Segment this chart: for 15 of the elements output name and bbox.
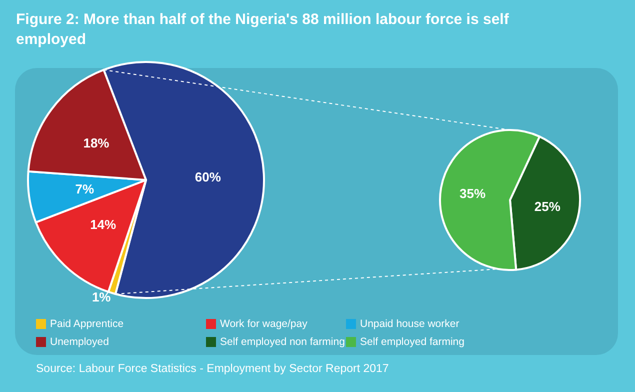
source-note: Source: Labour Force Statistics - Employment by Sector Report 2017 [36, 363, 389, 375]
legend-label: Work for wage/pay [220, 318, 308, 330]
chart-title: Figure 2: More than half of the Nigeria's 88 million labour force is self employed [16, 10, 510, 50]
legend-label: Unpaid house worker [360, 318, 460, 330]
data-label: 35% [460, 186, 486, 201]
legend-label: Unemployed [50, 336, 109, 348]
data-label: 60% [194, 169, 222, 184]
data-label: 18% [83, 136, 110, 151]
data-label: 7% [75, 182, 94, 197]
legend-label: Self employed farming [360, 336, 464, 348]
data-label: 25% [534, 199, 561, 214]
legend-label: Paid Apprentice [50, 318, 124, 330]
data-label: 14% [90, 217, 117, 232]
legend-label: Self employed non farming [220, 336, 345, 348]
data-label: 1% [92, 289, 112, 304]
